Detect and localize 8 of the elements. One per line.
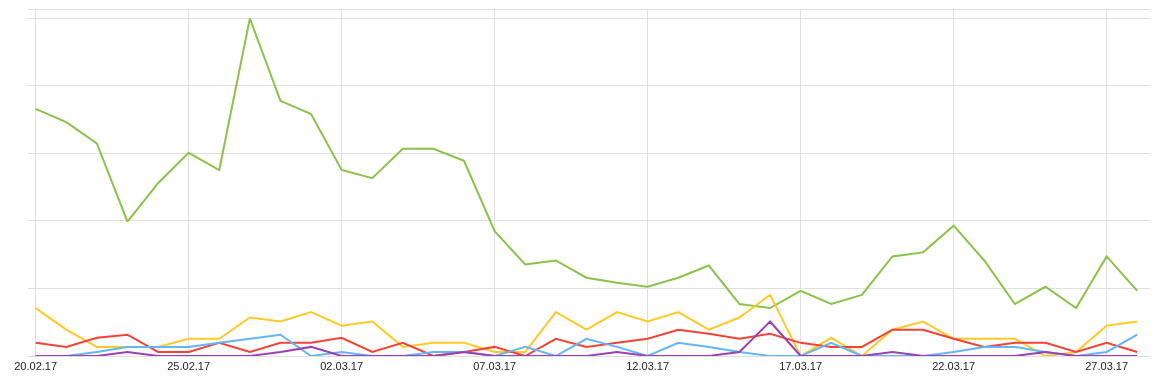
x-tick-label: 20.02.17 bbox=[14, 360, 58, 373]
x-tick-label: 22.03.17 bbox=[932, 360, 976, 373]
x-tick-label: 12.03.17 bbox=[626, 360, 670, 373]
x-tick-label: 02.03.17 bbox=[320, 360, 364, 373]
x-tick-label: 17.03.17 bbox=[779, 360, 823, 373]
x-tick-label: 27.03.17 bbox=[1085, 360, 1129, 373]
x-tick-label: 25.02.17 bbox=[167, 360, 211, 373]
x-tick-label: 07.03.17 bbox=[473, 360, 517, 373]
